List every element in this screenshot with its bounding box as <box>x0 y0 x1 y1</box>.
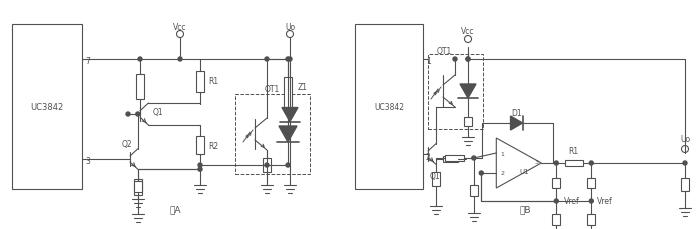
Text: U1: U1 <box>519 168 528 174</box>
Circle shape <box>198 163 202 167</box>
Circle shape <box>286 31 293 38</box>
Circle shape <box>178 58 182 62</box>
Polygon shape <box>510 117 523 131</box>
Bar <box>134 181 142 193</box>
Bar <box>235 95 310 174</box>
Text: UC3842: UC3842 <box>374 103 404 112</box>
Bar <box>443 156 459 163</box>
Polygon shape <box>279 126 297 142</box>
Text: Q1: Q1 <box>152 108 163 117</box>
Text: Q1: Q1 <box>430 172 440 181</box>
Text: 1: 1 <box>500 151 504 156</box>
Circle shape <box>466 58 470 62</box>
Text: 1: 1 <box>426 57 431 66</box>
Circle shape <box>177 31 184 38</box>
Polygon shape <box>460 85 476 98</box>
Bar <box>428 55 483 129</box>
Bar <box>552 214 560 225</box>
Bar <box>587 178 595 188</box>
Bar <box>134 179 142 195</box>
Circle shape <box>138 58 142 62</box>
Circle shape <box>683 161 687 165</box>
Circle shape <box>198 167 202 172</box>
Bar <box>196 136 204 154</box>
Circle shape <box>126 112 130 117</box>
Text: Q2: Q2 <box>121 139 133 148</box>
Text: 2: 2 <box>500 171 504 176</box>
Bar <box>565 160 583 166</box>
Text: 图A: 图A <box>169 204 181 214</box>
Text: 2: 2 <box>426 152 431 161</box>
Bar <box>12 25 82 189</box>
Bar <box>196 72 204 92</box>
Text: 3: 3 <box>85 157 90 166</box>
Bar <box>136 75 144 99</box>
Text: Uo: Uo <box>285 22 295 31</box>
Circle shape <box>288 58 292 62</box>
Bar <box>681 179 689 191</box>
Text: 3: 3 <box>534 159 538 164</box>
Polygon shape <box>282 108 298 122</box>
Text: R1: R1 <box>208 77 218 86</box>
Circle shape <box>554 199 558 203</box>
Text: 图B: 图B <box>519 204 530 214</box>
Bar <box>284 78 292 108</box>
Polygon shape <box>496 138 542 188</box>
Bar <box>432 173 440 186</box>
Circle shape <box>466 58 470 62</box>
Text: R2: R2 <box>208 141 218 150</box>
Text: Uo: Uo <box>680 135 690 144</box>
Circle shape <box>464 36 472 43</box>
Circle shape <box>286 58 290 62</box>
Text: Vref: Vref <box>597 197 613 206</box>
Circle shape <box>265 163 269 167</box>
Text: UC3842: UC3842 <box>31 103 64 112</box>
Circle shape <box>480 171 483 175</box>
Circle shape <box>681 146 688 153</box>
Text: Z1: Z1 <box>298 83 308 92</box>
Circle shape <box>589 199 593 203</box>
Text: R1: R1 <box>568 147 578 156</box>
Bar <box>263 159 271 172</box>
Bar <box>552 178 560 188</box>
Bar <box>587 214 595 225</box>
Circle shape <box>453 58 457 62</box>
Text: Vref: Vref <box>564 197 580 206</box>
Text: OT1: OT1 <box>437 47 452 56</box>
Bar <box>355 25 423 189</box>
Bar <box>464 117 472 126</box>
Circle shape <box>472 156 476 160</box>
Text: D1: D1 <box>512 109 522 118</box>
Text: OT1: OT1 <box>265 85 280 94</box>
Bar <box>470 185 478 196</box>
Text: Vcc: Vcc <box>173 22 187 31</box>
Bar <box>445 155 464 161</box>
Circle shape <box>136 112 140 117</box>
Circle shape <box>589 161 593 165</box>
Circle shape <box>265 58 269 62</box>
Text: 7: 7 <box>85 57 90 66</box>
Circle shape <box>286 163 290 167</box>
Text: Vcc: Vcc <box>461 26 475 35</box>
Circle shape <box>554 161 558 165</box>
